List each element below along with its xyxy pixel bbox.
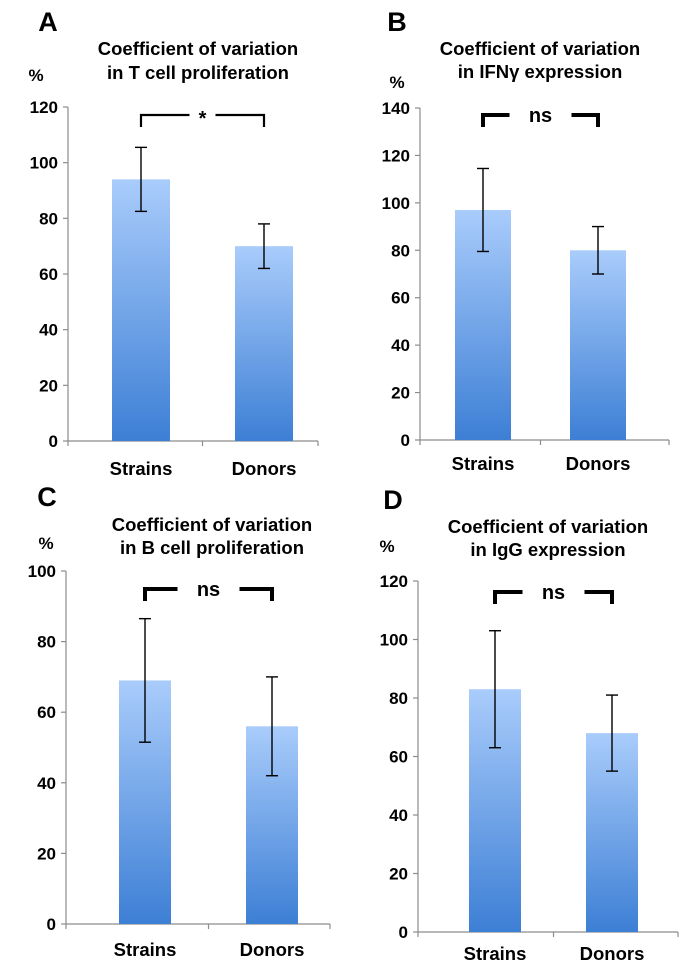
chart-title-line: in B cell proliferation xyxy=(120,537,304,558)
y-tick-label: 100 xyxy=(382,194,410,213)
significance-bracket-right xyxy=(584,590,614,604)
y-tick-label: 80 xyxy=(39,209,58,228)
significance-label: * xyxy=(199,108,207,130)
chart-title-line: Coefficient of variation xyxy=(440,38,640,59)
y-axis-unit: % xyxy=(389,73,404,92)
significance-bracket-left xyxy=(493,590,523,604)
y-tick-label: 40 xyxy=(39,321,58,340)
bar-donors xyxy=(235,246,293,441)
x-category-label: Strains xyxy=(464,943,527,964)
x-category-label: Strains xyxy=(110,458,173,479)
significance-label: ns xyxy=(529,105,552,127)
panel-letter: D xyxy=(383,485,403,515)
x-category-label: Donors xyxy=(580,943,645,964)
y-tick-label: 120 xyxy=(382,146,410,165)
y-tick-label: 60 xyxy=(37,703,56,722)
y-tick-label: 40 xyxy=(391,336,410,355)
chart-title-line: in IgG expression xyxy=(470,539,625,560)
chart-title-line: Coefficient of variation xyxy=(112,514,312,535)
x-category-label: Donors xyxy=(240,939,305,960)
y-tick-label: 100 xyxy=(28,562,56,581)
significance-bracket-left xyxy=(139,113,190,127)
chart-title-line: in IFNγ expression xyxy=(458,61,623,82)
y-tick-label: 100 xyxy=(30,154,58,173)
y-tick-label: 60 xyxy=(39,265,58,284)
y-tick-label: 120 xyxy=(30,98,58,117)
y-tick-label: 40 xyxy=(389,806,408,825)
y-tick-label: 60 xyxy=(389,748,408,767)
significance-label: ns xyxy=(542,582,565,604)
x-category-label: Strains xyxy=(452,453,515,474)
y-tick-label: 100 xyxy=(380,631,408,650)
y-tick-label: 140 xyxy=(382,99,410,118)
chart-panel-a: A Coefficient of variation in T cell proli… xyxy=(28,7,319,479)
y-tick-label: 20 xyxy=(389,865,408,884)
y-tick-label: 40 xyxy=(37,774,56,793)
panel-letter: B xyxy=(387,7,407,37)
chart-title-line: Coefficient of variation xyxy=(448,516,648,537)
y-tick-label: 0 xyxy=(49,432,58,451)
y-tick-label: 20 xyxy=(37,844,56,863)
y-tick-label: 20 xyxy=(39,376,58,395)
significance-bracket-right xyxy=(215,113,266,127)
y-tick-label: 20 xyxy=(391,384,410,403)
panel-letter: C xyxy=(37,482,57,512)
significance-bracket-right xyxy=(239,587,274,601)
panel-letter: A xyxy=(38,7,58,37)
chart-title-line: Coefficient of variation xyxy=(98,38,298,59)
y-tick-label: 0 xyxy=(47,915,56,934)
bar-donors xyxy=(570,250,626,440)
bar-strains xyxy=(112,179,170,441)
y-tick-label: 80 xyxy=(389,689,408,708)
significance-label: ns xyxy=(197,579,220,601)
significance-bracket-right xyxy=(571,113,600,127)
y-axis-unit: % xyxy=(28,66,43,85)
y-tick-label: 80 xyxy=(391,241,410,260)
y-axis-unit: % xyxy=(38,534,53,553)
y-tick-label: 0 xyxy=(401,431,410,450)
y-tick-label: 0 xyxy=(399,923,408,942)
y-tick-label: 80 xyxy=(37,633,56,652)
x-category-label: Donors xyxy=(232,458,297,479)
significance-bracket-left xyxy=(143,587,178,601)
chart-title-line: in T cell proliferation xyxy=(107,62,289,83)
y-tick-label: 60 xyxy=(391,289,410,308)
significance-bracket-left xyxy=(481,113,510,127)
x-category-label: Donors xyxy=(566,453,631,474)
y-axis-unit: % xyxy=(379,537,394,556)
x-category-label: Strains xyxy=(114,939,177,960)
y-tick-label: 120 xyxy=(380,572,408,591)
